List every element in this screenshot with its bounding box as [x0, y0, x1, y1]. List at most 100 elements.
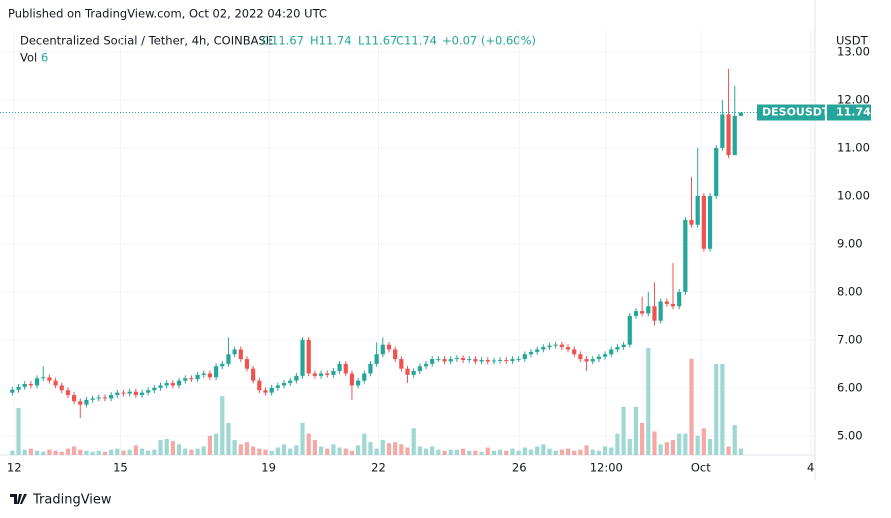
volume-bar	[90, 451, 95, 455]
candle-body	[565, 347, 571, 350]
volume-bar	[164, 438, 169, 455]
volume-bar	[201, 446, 206, 455]
candle-body	[65, 390, 71, 396]
x-tick-label: 19	[261, 461, 276, 475]
volume-bar	[263, 449, 268, 455]
candle-body	[127, 391, 132, 394]
candle-body	[257, 380, 262, 391]
volume-bar	[707, 438, 713, 455]
candle-body	[207, 373, 213, 378]
volume-bar	[386, 443, 392, 455]
candle-body	[133, 391, 138, 396]
candle-body	[732, 115, 737, 156]
volume-bar	[325, 448, 330, 455]
y-tick-label: 13.00	[837, 45, 870, 59]
candle-body	[109, 395, 114, 399]
candle-body	[318, 373, 324, 376]
currency: USDT	[836, 34, 869, 48]
candle-body	[374, 354, 379, 364]
volume-bar	[368, 442, 373, 455]
x-tick-label: 15	[113, 461, 128, 475]
candle-body	[541, 347, 546, 350]
candle-body	[627, 315, 632, 345]
volume-bar	[374, 448, 379, 455]
volume-bar	[189, 449, 194, 455]
volume-bar	[714, 364, 719, 455]
candle-body	[16, 386, 21, 390]
volume-bar	[436, 449, 441, 455]
volume-bar	[337, 447, 342, 455]
candle-body	[417, 366, 422, 372]
volume-bar	[393, 442, 398, 455]
candle-body	[405, 368, 410, 375]
candle-body	[689, 219, 694, 225]
volume-bar	[479, 451, 484, 455]
candle-body	[738, 112, 744, 116]
candle-body	[356, 380, 361, 386]
volume-bar	[16, 407, 21, 455]
x-tick-label: 26	[512, 461, 527, 475]
volume-bar	[664, 442, 669, 455]
candle-body	[572, 349, 577, 355]
ohlc-change: +0.07 (+0.60%)	[442, 34, 536, 48]
y-tick-label: 6.00	[837, 380, 863, 394]
volume-bar	[34, 450, 40, 455]
volume-bar	[553, 450, 558, 455]
volume-bar	[78, 449, 83, 455]
volume-value: 6	[41, 51, 48, 65]
candle-body	[139, 392, 145, 396]
candle-body	[701, 195, 706, 249]
tv-logo: TradingView	[10, 493, 112, 508]
volume-bar	[294, 445, 299, 455]
y-tick-label: 12.00	[837, 93, 870, 107]
candle-body	[596, 356, 602, 360]
volume-bar	[226, 422, 231, 455]
volume-bar	[170, 441, 175, 455]
candle-body	[460, 358, 466, 361]
volume-bar	[71, 446, 77, 455]
y-tick-label: 10.00	[837, 188, 870, 202]
volume-bar	[127, 449, 132, 455]
price-tag-symbol: DESOUSDT	[762, 106, 830, 119]
candle-body	[152, 387, 157, 391]
volume-bar	[528, 449, 534, 455]
candle-body	[621, 344, 626, 348]
volume-bar	[152, 449, 157, 455]
volume-bar	[306, 433, 311, 455]
volume-bar	[96, 450, 101, 455]
volume-bar	[362, 433, 367, 455]
candle-body	[269, 387, 274, 393]
ohlc-high: H11.74	[310, 34, 352, 48]
plot: 5.00 6.00 7.00 8.00 9.00 10.00 11.00 12.00 13.00…	[0, 0, 871, 480]
volume-bar	[652, 431, 657, 455]
candle-body	[362, 373, 367, 381]
volume-bar	[633, 406, 639, 455]
candle-body	[337, 363, 342, 372]
candle-body	[96, 397, 101, 399]
volume-bar	[53, 450, 58, 455]
volume-bar	[349, 450, 355, 455]
volume-bar	[41, 451, 46, 455]
candle-body	[102, 397, 108, 399]
volume-bar	[590, 449, 595, 455]
svg-text:TradingView: TradingView	[32, 493, 112, 508]
candle-body	[602, 354, 608, 357]
candle-body	[201, 373, 206, 375]
volume-bar	[10, 450, 15, 455]
candle-body	[288, 380, 293, 384]
volume-bar	[417, 446, 422, 455]
candle-body	[226, 354, 231, 364]
candle-body	[726, 114, 731, 156]
candle-body	[121, 392, 126, 394]
candle-body	[294, 375, 299, 381]
candle-body	[393, 349, 398, 360]
candle-body	[41, 377, 46, 379]
candle-body	[553, 344, 558, 346]
candle-body	[498, 360, 503, 362]
volume-bar	[109, 449, 114, 455]
candle-body	[78, 401, 83, 405]
x-tick-label: 4	[807, 461, 814, 475]
volume-bar	[646, 348, 651, 455]
candle-body	[670, 303, 676, 307]
